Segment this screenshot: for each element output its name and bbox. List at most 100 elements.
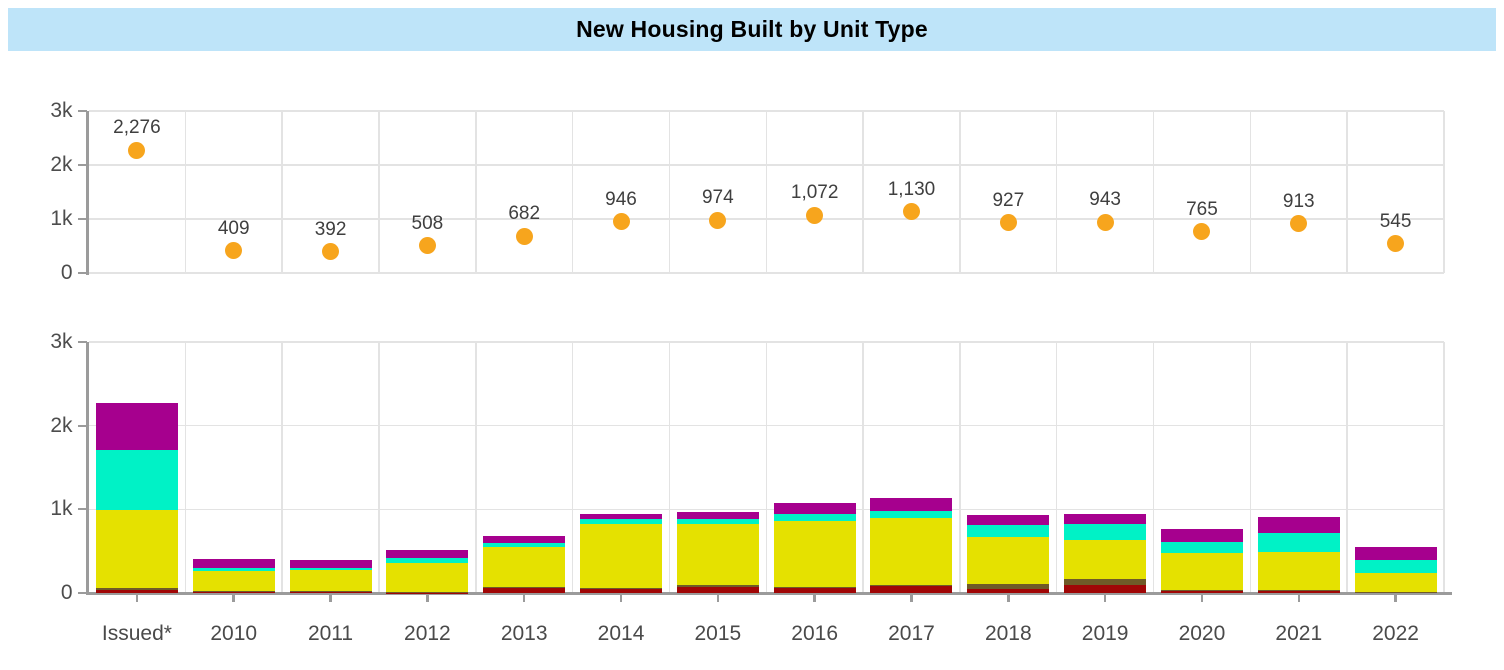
bar-segment-purple-units[interactable]	[773, 503, 856, 514]
bar-segment-turquoise-units[interactable]	[386, 558, 469, 564]
bar-segment-olive-units[interactable]	[1064, 579, 1147, 586]
bar-segment-dark-red-units[interactable]	[580, 589, 663, 593]
bar-segment-yellow-units[interactable]	[773, 520, 856, 588]
x-axis-tick	[1103, 594, 1107, 602]
bar-segment-olive-units[interactable]	[870, 585, 953, 587]
bar-segment-yellow-units[interactable]	[870, 518, 953, 586]
data-point-dot[interactable]	[225, 242, 243, 260]
bar-segment-turquoise-units[interactable]	[483, 543, 566, 547]
data-point-dot[interactable]	[999, 214, 1017, 232]
bar-segment-dark-red-units[interactable]	[773, 587, 856, 593]
bar-segment-olive-units[interactable]	[967, 584, 1050, 590]
v-gridline	[281, 342, 283, 593]
bar-segment-turquoise-units[interactable]	[95, 450, 178, 510]
bar-segment-purple-units[interactable]	[580, 513, 663, 520]
bar-segment-yellow-units[interactable]	[192, 570, 275, 591]
bar-segment-purple-units[interactable]	[386, 550, 469, 559]
data-point-dot[interactable]	[1387, 235, 1405, 253]
bar-segment-dark-red-units[interactable]	[676, 586, 759, 593]
bar-segment-purple-units[interactable]	[676, 511, 759, 520]
bar-segment-yellow-units[interactable]	[95, 510, 178, 589]
bar-segment-turquoise-units[interactable]	[1064, 524, 1147, 541]
bar-segment-dark-red-units[interactable]	[967, 589, 1050, 593]
bar-segment-yellow-units[interactable]	[1160, 553, 1243, 590]
data-point-dot[interactable]	[1096, 213, 1114, 231]
bar-segment-turquoise-units[interactable]	[580, 519, 663, 524]
data-point-dot[interactable]	[806, 206, 824, 224]
x-axis-label: 2017	[888, 622, 935, 645]
bar-segment-purple-units[interactable]	[1064, 514, 1147, 525]
bar-segment-turquoise-units[interactable]	[289, 567, 372, 570]
bar-segment-dark-red-units[interactable]	[192, 591, 275, 593]
bar-segment-purple-units[interactable]	[192, 558, 275, 568]
bar-segment-purple-units[interactable]	[483, 535, 566, 544]
v-gridline	[1152, 111, 1155, 273]
bar-segment-yellow-units[interactable]	[967, 536, 1050, 585]
bar-segment-turquoise-units[interactable]	[773, 514, 856, 521]
bar-segment-yellow-units[interactable]	[1354, 573, 1437, 592]
bar-segment-turquoise-units[interactable]	[1257, 533, 1340, 552]
bar-segment-olive-units[interactable]	[676, 585, 759, 587]
bar-segment-purple-units[interactable]	[289, 560, 372, 568]
y-axis-tick	[77, 341, 87, 343]
data-point-label: 508	[411, 212, 444, 234]
bar-segment-dark-red-units[interactable]	[289, 591, 372, 593]
y-axis-line	[86, 111, 89, 275]
bar-segment-turquoise-units[interactable]	[967, 525, 1050, 537]
bar-segment-purple-units[interactable]	[1257, 516, 1340, 534]
bar-segment-dark-red-units[interactable]	[483, 587, 566, 593]
bar-segment-yellow-units[interactable]	[580, 523, 663, 589]
data-point-label: 545	[1379, 210, 1412, 232]
data-point-dot[interactable]	[1193, 223, 1211, 241]
bar-segment-turquoise-units[interactable]	[676, 519, 759, 524]
bar-segment-olive-units[interactable]	[580, 588, 663, 590]
bar-segment-olive-units[interactable]	[289, 590, 372, 592]
bar-segment-dark-red-units[interactable]	[870, 586, 953, 593]
bar-segment-purple-units[interactable]	[870, 498, 953, 511]
bar-segment-turquoise-units[interactable]	[1160, 542, 1243, 554]
bar-segment-yellow-units[interactable]	[676, 523, 759, 586]
data-point-dot[interactable]	[515, 227, 533, 245]
y-axis-label: 3k	[50, 330, 73, 353]
bar-segment-yellow-units[interactable]	[386, 563, 469, 593]
x-axis-label: 2019	[1081, 622, 1129, 645]
data-point-label: 974	[701, 187, 734, 209]
data-point-dot[interactable]	[612, 213, 630, 231]
v-gridline	[668, 111, 671, 273]
bar-segment-olive-units[interactable]	[1160, 589, 1243, 591]
bar-segment-purple-units[interactable]	[95, 402, 178, 450]
bar-segment-dark-red-units[interactable]	[95, 590, 178, 593]
bar-segment-dark-red-units[interactable]	[1354, 592, 1437, 593]
bar-segment-yellow-units[interactable]	[1257, 551, 1340, 591]
x-axis-tick	[1297, 594, 1301, 602]
bar-segment-purple-units[interactable]	[1354, 547, 1437, 561]
data-point-dot[interactable]	[709, 211, 727, 229]
bar-segment-olive-units[interactable]	[192, 590, 275, 592]
bar-segment-purple-units[interactable]	[1160, 528, 1243, 543]
bar-segment-turquoise-units[interactable]	[870, 510, 953, 519]
data-point-dot[interactable]	[322, 243, 340, 261]
bar-segment-dark-red-units[interactable]	[1064, 585, 1147, 593]
bar-segment-olive-units[interactable]	[1354, 591, 1437, 593]
bar-segment-turquoise-units[interactable]	[1354, 560, 1437, 574]
x-axis-label: Issued*	[101, 622, 172, 645]
bar-segment-olive-units[interactable]	[1257, 590, 1340, 592]
bar-segment-olive-units[interactable]	[773, 587, 856, 588]
bar-segment-dark-red-units[interactable]	[1160, 590, 1243, 593]
data-point-dot[interactable]	[128, 141, 146, 159]
v-gridline	[1346, 342, 1348, 593]
bar-segment-purple-units[interactable]	[967, 515, 1050, 526]
y-axis-label: 1k	[50, 497, 73, 521]
y-axis-tick	[77, 592, 87, 594]
data-point-dot[interactable]	[1290, 215, 1308, 233]
bar-segment-yellow-units[interactable]	[483, 546, 566, 587]
bar-segment-olive-units[interactable]	[95, 588, 178, 591]
bar-segment-dark-red-units[interactable]	[1257, 591, 1340, 593]
x-axis-tick	[426, 594, 429, 602]
bar-segment-yellow-units[interactable]	[289, 569, 372, 591]
bar-segment-olive-units[interactable]	[483, 586, 566, 588]
bar-segment-yellow-units[interactable]	[1064, 540, 1147, 580]
bar-segment-turquoise-units[interactable]	[192, 567, 275, 571]
data-point-dot[interactable]	[902, 203, 920, 221]
data-point-dot[interactable]	[418, 237, 436, 255]
